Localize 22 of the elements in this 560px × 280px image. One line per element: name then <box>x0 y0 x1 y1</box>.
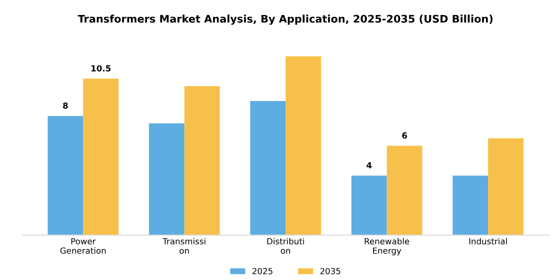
x-tick-label: Industrial <box>469 238 507 244</box>
bar <box>48 116 84 236</box>
x-tick-label: Distributi on <box>267 238 304 254</box>
chart-title: Transformers Market Analysis, By Application, 2025-2035 (USD Billion) <box>78 14 493 25</box>
x-tick-label: Renewable Energy <box>364 238 410 256</box>
data-label: 10.5 <box>92 65 111 72</box>
bar <box>184 86 220 236</box>
bar <box>83 78 119 236</box>
bar <box>148 123 184 236</box>
x-tick-label: Transmissi on <box>162 238 206 254</box>
bar <box>250 101 286 236</box>
data-label: 4 <box>366 162 372 168</box>
bar <box>386 146 422 236</box>
legend-label: 2035 <box>320 268 340 274</box>
x-tick-label: Power Generation <box>60 238 106 254</box>
bar <box>351 176 387 236</box>
data-label: 8 <box>63 102 68 109</box>
data-label: 6 <box>402 132 407 139</box>
bar <box>488 138 524 236</box>
bar <box>452 176 488 236</box>
bar <box>286 56 322 236</box>
legend-label: 2025 <box>252 268 272 274</box>
